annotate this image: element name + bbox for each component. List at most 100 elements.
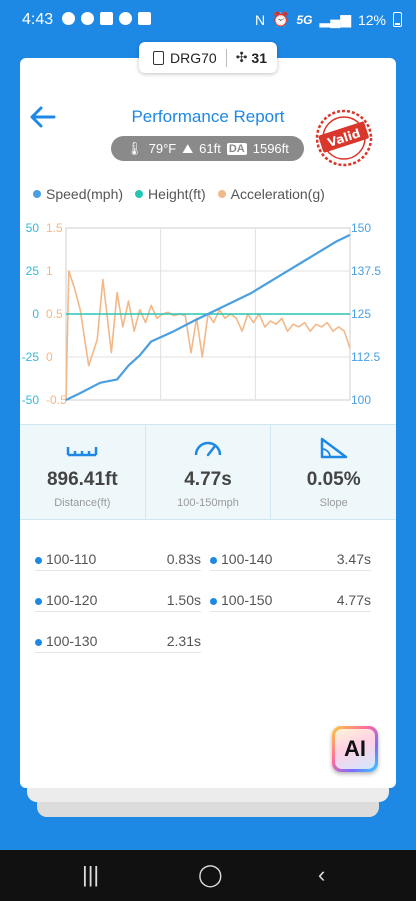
status-bar: 4:43 N ⏰ 5G ▂▄▆ 12% [0,0,416,40]
signal-icon: ▂▄▆ [319,11,351,27]
satellite-icon: ✣ [235,49,248,65]
speedometer-icon [194,441,222,457]
height-axis-tick: -25 [22,350,40,364]
speed-axis-tick: 150 [351,221,371,235]
split-dot [210,598,217,605]
split-dot [35,557,42,564]
nfc-icon: N [254,11,266,28]
split-dot [210,557,217,564]
split-row: 100-110 0.83s [35,551,201,571]
split-time: 2.31s [166,633,201,649]
accel-axis-tick: 0.5 [46,307,63,321]
back-button[interactable] [28,102,62,136]
network-type: 5G [296,12,313,27]
accel-axis-tick: 0 [46,350,53,364]
satellite-count: 31 [251,49,267,66]
split-row: 100-150 4.77s [210,592,371,612]
ai-assistant-button[interactable]: AI [332,726,378,772]
accel-axis-tick: 1.5 [46,221,63,235]
speed-axis-tick: 137.5 [351,264,381,278]
stat-slope: 0.05% Slope [271,425,396,519]
legend-speed-label: Speed(mph) [46,186,124,202]
slope-value: 0.05% [306,469,361,490]
slope-icon [320,437,347,459]
accel-axis-tick: -0.5 [46,393,67,407]
split-row: 100-130 2.31s [35,633,201,653]
thermometer-icon: 🌡 [126,140,143,156]
split-time: 0.83s [166,551,201,567]
legend-acceleration[interactable]: Acceleration(g) [217,186,325,202]
back-arrow-icon [30,106,56,128]
split-dot [35,598,42,605]
accel-axis-tick: 1 [46,264,53,278]
split-name: 100-110 [46,551,97,567]
home-icon[interactable]: ◯ [198,862,223,887]
ruler-icon [67,447,98,457]
legend-height-dot [135,190,144,198]
acceleration-series-line [65,270,351,401]
legend-height-label: Height(ft) [148,186,206,202]
page-title: Performance Report [131,107,285,126]
stat-distance: 896.41ft Distance(ft) [20,425,146,519]
recent-apps-icon[interactable]: ||| [82,862,100,887]
slope-label: Slope [319,497,348,509]
gallery-icon [138,12,151,25]
snapchat-icon [81,12,94,25]
chart-legend: Speed(mph) Height(ft) Acceleration(g) [33,186,337,202]
pill-divider [225,48,227,67]
legend-speed-dot [33,190,41,198]
status-time: 4:43 [22,11,54,28]
report-card: Performance Report Valid 🌡 79°F ⛰ 61ft D… [20,58,396,788]
split-name: 100-120 [46,592,98,608]
height-axis-tick: -50 [22,393,40,407]
system-nav-bar: ||| ◯ ‹ [0,850,416,901]
temperature-value: 79°F [148,141,177,156]
messenger-icon [62,12,75,25]
speed-series-line [65,233,351,401]
location-icon [119,12,132,25]
height-axis-tick: 50 [26,221,40,235]
speed-axis-tick: 100 [351,393,371,407]
speed-axis-tick: 125 [351,307,371,321]
valid-stamp: Valid [315,109,373,167]
split-row: 100-120 1.50s [35,592,201,612]
notification-icons [62,12,151,25]
legend-speed[interactable]: Speed(mph) [33,186,123,202]
conditions-bar: 🌡 79°F ⛰ 61ft DA 1596ft [111,136,304,161]
split-name: 100-130 [46,633,98,649]
performance-chart: 50 25 0 -25 -50 1.5 1 0.5 0 -0.5 150 137.5 125 112.5 1… [22,221,382,407]
alert-icon [100,12,113,25]
distance-value: 896.41ft [46,469,118,490]
density-altitude-value: 1596ft [252,141,289,156]
stats-panel: 896.41ft Distance(ft) 4.77s 100-150mph 0… [20,424,396,520]
da-badge: DA [226,142,247,155]
height-axis-tick: 25 [26,264,40,278]
legend-acceleration-dot [217,190,226,198]
split-name: 100-140 [221,551,273,567]
height-axis-tick: 0 [32,307,39,321]
battery-icon [393,12,402,27]
split-row: 100-140 3.47s [210,551,371,571]
elevation-value: 61ft [199,141,221,156]
distance-label: Distance(ft) [54,497,111,509]
split-time: 3.47s [336,551,371,567]
elevation-icon: ⛰ [182,140,194,156]
battery-percent: 12% [357,11,386,28]
device-icon [153,50,164,65]
ai-icon: AI [335,729,375,769]
split-time: 1.50s [166,592,201,608]
split-name: 100-150 [221,592,273,608]
legend-height[interactable]: Height(ft) [135,186,206,202]
device-name: DRG70 [170,49,217,66]
legend-acceleration-label: Acceleration(g) [230,186,325,202]
time-value: 4.77s [184,469,232,490]
device-pill[interactable]: DRG70 ✣ 31 [139,42,277,73]
split-dot [35,639,42,646]
time-label: 100-150mph [177,497,239,509]
status-right: N ⏰ 5G ▂▄▆ 12% [255,11,402,28]
nav-back-icon[interactable]: ‹ [318,862,326,887]
stat-time: 4.77s 100-150mph [146,425,272,519]
alarm-icon: ⏰ [272,11,290,27]
split-time: 4.77s [336,592,371,608]
speed-axis-tick: 112.5 [351,350,380,364]
